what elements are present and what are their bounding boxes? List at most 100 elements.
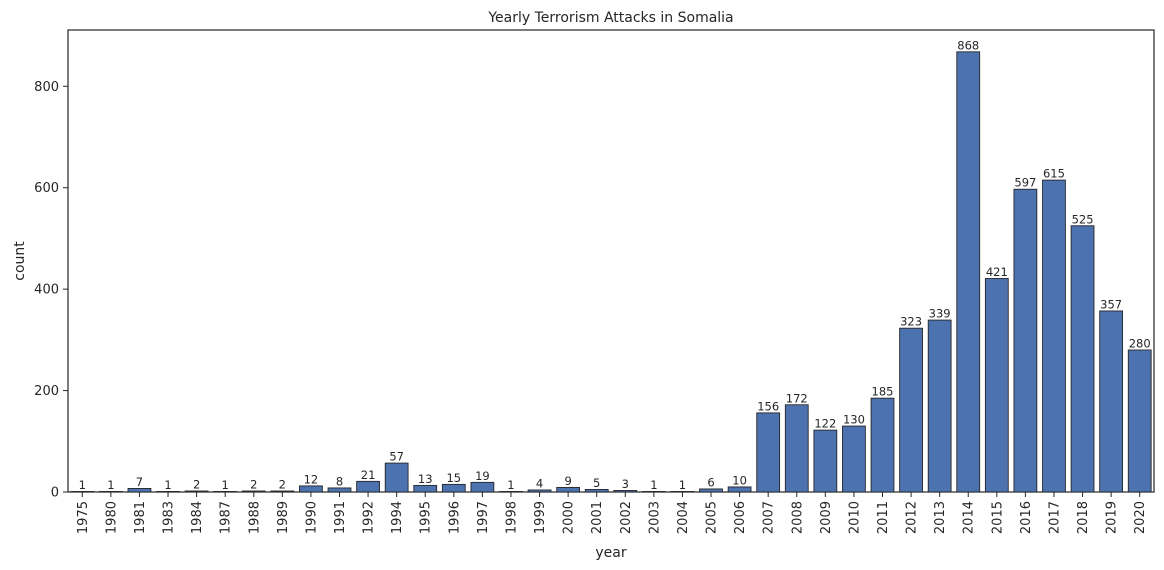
x-tick-label-1992: 1992 [362, 501, 377, 534]
bar-2016 [1013, 188, 1038, 493]
chart-title: Yearly Terrorism Attacks in Somalia [487, 10, 733, 26]
x-tick-label-1981: 1981 [133, 501, 148, 534]
data-label-1988: 2 [250, 477, 257, 491]
data-label-2013: 339 [929, 307, 951, 321]
data-label-1975: 1 [79, 478, 86, 492]
bar-2017 [1042, 179, 1066, 493]
bar-1994 [384, 462, 409, 493]
data-label-2020: 280 [1129, 337, 1151, 351]
x-tick-label-2014: 2014 [962, 501, 977, 534]
x-tick-label-2015: 2015 [990, 501, 1005, 534]
x-axis-ticks: 1975 1980 1981 1983 1984 1987 1988 1989 1990 1991… [76, 492, 1148, 534]
bar-2012 [899, 327, 923, 493]
bar-2015 [984, 278, 1009, 493]
data-label-1994: 57 [389, 450, 404, 464]
x-tick-label-2006: 2006 [733, 501, 748, 534]
data-label-2010: 130 [843, 413, 865, 427]
data-label-1999: 4 [536, 476, 543, 490]
bar-2020 [1127, 349, 1152, 493]
data-label-2005: 6 [707, 475, 714, 489]
bar-2000 [556, 486, 581, 493]
data-label-2001: 5 [593, 476, 600, 490]
y-axis-label: count [12, 241, 28, 281]
x-tick-label-1984: 1984 [190, 501, 205, 534]
bar-2013 [927, 319, 952, 493]
data-label-2015: 421 [986, 265, 1008, 279]
x-tick-label-2001: 2001 [590, 501, 605, 534]
bar-2019 [1099, 310, 1124, 493]
x-tick-label-2011: 2011 [876, 501, 891, 534]
data-label-2018: 525 [1072, 212, 1094, 226]
y-tick-label-400: 400 [34, 283, 59, 298]
bar-1992 [356, 480, 380, 493]
x-tick-label-1975: 1975 [76, 501, 91, 534]
y-axis-ticks: 0 200 400 600 800 [34, 80, 68, 501]
data-label-2004: 1 [679, 478, 686, 492]
data-label-1981: 7 [136, 475, 143, 489]
bar-1990 [299, 485, 323, 493]
bar-2011 [870, 397, 895, 493]
bar-2018 [1070, 225, 1095, 493]
data-label-2007: 156 [757, 399, 779, 413]
data-label-2002: 3 [622, 477, 629, 491]
data-label-1983: 1 [164, 478, 171, 492]
data-label-1987: 1 [222, 478, 229, 492]
bar-2010 [842, 425, 866, 493]
data-label-2014: 868 [957, 38, 979, 52]
x-tick-label-2000: 2000 [562, 501, 577, 534]
data-label-1990: 12 [304, 472, 319, 486]
data-label-1984: 2 [193, 477, 200, 491]
bars-group [70, 51, 1152, 493]
data-label-2009: 122 [814, 417, 836, 431]
bar-1996 [441, 483, 466, 493]
x-tick-label-1998: 1998 [504, 501, 519, 534]
x-axis-label: year [595, 545, 626, 561]
data-label-1980: 1 [107, 478, 114, 492]
data-label-1991: 8 [336, 474, 343, 488]
data-label-2019: 357 [1100, 297, 1122, 311]
x-tick-label-1995: 1995 [419, 501, 434, 534]
x-tick-label-1996: 1996 [447, 501, 462, 534]
y-tick-label-0: 0 [51, 486, 59, 501]
data-label-1996: 15 [446, 471, 461, 485]
data-label-2000: 9 [564, 474, 571, 488]
x-tick-label-2003: 2003 [647, 501, 662, 534]
y-tick-label-800: 800 [34, 80, 59, 95]
y-tick-label-200: 200 [34, 384, 59, 399]
bar-2008 [784, 404, 809, 493]
data-label-1998: 1 [507, 478, 514, 492]
x-tick-label-1991: 1991 [333, 501, 348, 534]
bar-1997 [470, 481, 495, 493]
x-tick-label-2005: 2005 [705, 501, 720, 534]
x-tick-label-1990: 1990 [304, 501, 319, 534]
bar-2007 [756, 412, 781, 493]
plot-frame [67, 29, 1155, 493]
x-tick-label-2017: 2017 [1047, 501, 1062, 534]
data-label-2016: 597 [1014, 176, 1036, 190]
x-tick-label-1980: 1980 [104, 501, 119, 534]
x-tick-label-2018: 2018 [1076, 501, 1091, 534]
data-label-2006: 10 [732, 473, 747, 487]
data-label-2012: 323 [900, 315, 922, 329]
x-tick-label-1997: 1997 [476, 501, 491, 534]
bar-1995 [413, 484, 438, 493]
data-label-1992: 21 [361, 468, 376, 482]
x-tick-label-1983: 1983 [162, 501, 177, 534]
bar-2009 [813, 429, 838, 493]
x-tick-label-2016: 2016 [1019, 501, 1034, 534]
x-tick-label-2020: 2020 [1133, 501, 1148, 534]
data-label-2003: 1 [650, 478, 657, 492]
x-tick-label-1999: 1999 [533, 501, 548, 534]
data-label-2011: 185 [872, 385, 894, 399]
x-tick-label-2010: 2010 [847, 501, 862, 534]
x-tick-label-2004: 2004 [676, 501, 691, 534]
x-tick-label-1994: 1994 [390, 501, 405, 534]
data-label-2017: 615 [1043, 167, 1065, 181]
data-label-1997: 19 [475, 469, 490, 483]
bar-2006 [727, 486, 752, 493]
x-tick-label-2007: 2007 [762, 501, 777, 534]
bar-2014 [956, 51, 981, 493]
x-tick-label-2008: 2008 [790, 501, 805, 534]
data-label-1995: 13 [418, 472, 433, 486]
